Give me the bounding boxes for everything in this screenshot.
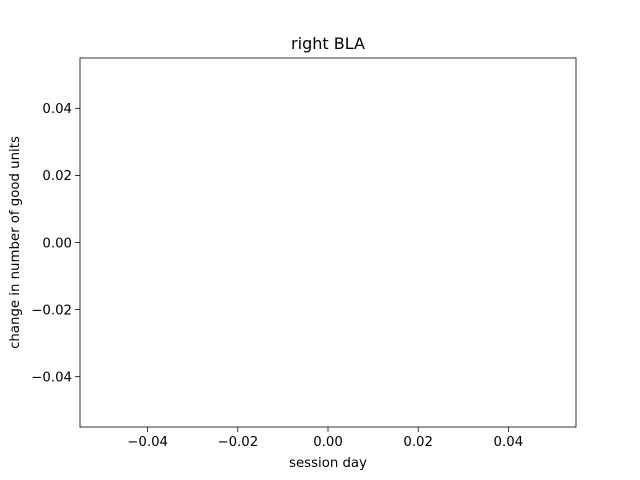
x-tick-label: −0.04 (127, 435, 168, 450)
y-axis: −0.04 −0.02 0.00 0.02 0.04 (31, 102, 80, 385)
y-tick-label: 0.00 (42, 236, 72, 251)
chart-title: right BLA (291, 34, 365, 53)
x-axis: −0.04 −0.02 0.00 0.02 0.04 (127, 427, 523, 450)
x-tick-label: 0.04 (494, 435, 524, 450)
y-tick-label: −0.04 (31, 370, 72, 385)
y-tick-label: 0.02 (42, 169, 72, 184)
y-axis-label: change in number of good units (8, 136, 23, 349)
y-tick-label: 0.04 (42, 102, 72, 117)
x-tick-label: 0.00 (313, 435, 343, 450)
y-tick-label: −0.02 (31, 303, 72, 318)
x-tick-label: 0.02 (403, 435, 433, 450)
x-tick-label: −0.02 (217, 435, 258, 450)
x-axis-label: session day (289, 456, 367, 471)
